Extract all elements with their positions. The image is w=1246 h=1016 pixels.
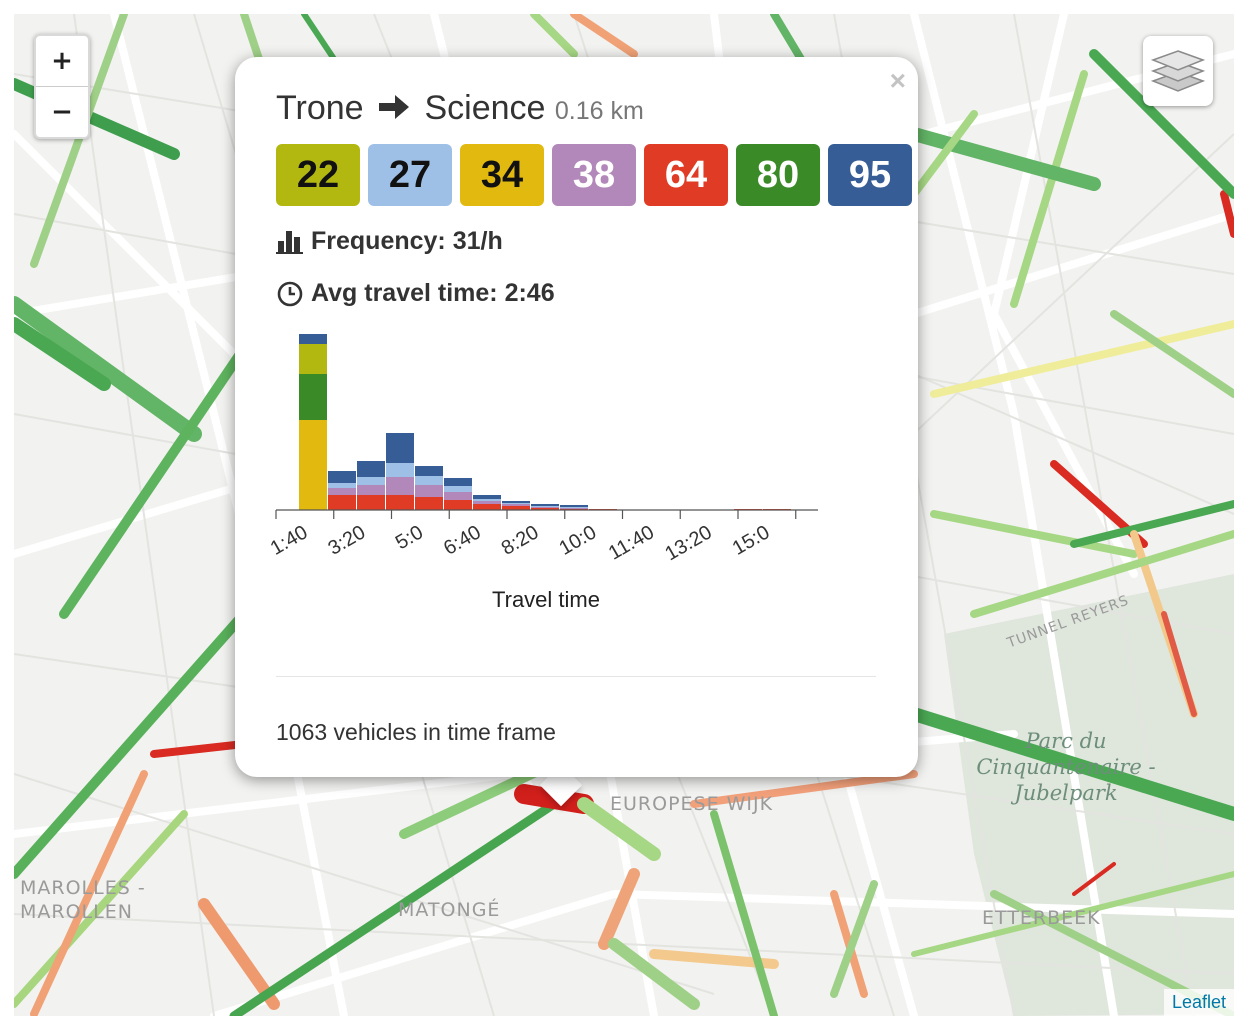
bar-segment-64-5 [444,500,472,510]
park-label: Parc du Cinquantenaire - Jubelpark [976,729,1156,805]
map-label-matonge: MATONGÉ [398,899,501,921]
bar-segment-64-4 [415,497,443,510]
bar-segment-27-4 [415,476,443,485]
frequency-label: Frequency: 31/h [311,227,503,255]
map-label-etterbeek: ETTERBEEK [982,907,1101,929]
bar-segment-95-9 [560,505,588,507]
bar-segment-64-3 [386,495,414,510]
x-tick-label: 10:0 [556,521,601,560]
map-label-european-quarter: EUROPESE WIJK [610,793,774,815]
bar-segment-95-8 [531,504,559,506]
line-badges: 22 27 34 38 64 80 95 [276,144,912,206]
bar-segment-64-1 [328,495,356,510]
bar-segment-38-2 [357,485,385,495]
zoom-out-button[interactable]: − [51,97,73,127]
bar-segment-38-8 [531,507,559,508]
x-tick-label: 8:20 [498,521,543,560]
x-tick-label: 6:40 [440,521,485,560]
popup-title: Trone Science 0.16 km [276,89,644,130]
bar-segment-27-9 [560,507,588,508]
bar-segment-38-5 [444,492,472,500]
bar-segment-27-7 [502,503,530,504]
bar-segment-95-1 [328,471,356,483]
bar-segment-64-2 [357,495,385,510]
bar-segment-27-2 [357,477,385,485]
bar-segment-80-0 [299,374,327,420]
bar-segment-64-8 [531,508,559,510]
avg-travel-time: Avg travel time: 2:46 [276,279,555,308]
line-badge-22[interactable]: 22 [276,144,360,206]
avg-travel-label: Avg travel time: 2:46 [311,279,555,307]
x-tick-label: 1:40 [267,521,312,560]
bar-segment-38-4 [415,485,443,497]
x-axis-label: Travel time [492,587,600,612]
clock-icon [277,281,303,306]
line-badge-95[interactable]: 95 [828,144,912,206]
bar-segment-95-7 [502,501,530,503]
x-tick-label: 5:0 [392,521,427,554]
zoom-control: + − [34,34,90,139]
line-badge-64[interactable]: 64 [644,144,728,206]
line-badge-34[interactable]: 34 [460,144,544,206]
bar-segment-27-6 [473,499,501,501]
bar-segment-27-3 [386,463,414,477]
bar-segment-27-5 [444,486,472,492]
vehicle-count: 1063 vehicles in time frame [276,719,556,745]
bar-segment-38-7 [502,504,530,506]
segment-popup: × Trone Science 0.16 km 22 27 34 38 64 80 95 F… [235,57,918,777]
from-stop: Trone [276,89,364,127]
x-tick-label: 11:40 [605,521,658,564]
bar-segment-64-6 [473,504,501,510]
bar-chart-icon [276,230,303,254]
bar-segment-38-1 [328,488,356,495]
to-stop: Science [424,89,546,127]
attribution-link[interactable]: Leaflet [1163,989,1234,1016]
bar-segment-95-5 [444,478,472,486]
layers-icon [1151,50,1205,92]
bar-segment-38-9 [560,508,588,509]
bar-segment-34-0 [299,420,327,510]
bar-segment-95-0 [299,334,327,344]
arrow-right-icon [377,91,411,130]
bar-segment-95-4 [415,466,443,476]
x-tick-label: 13:20 [661,521,715,565]
zoom-in-button[interactable]: + [36,36,88,87]
bar-segment-95-3 [386,433,414,463]
line-badge-38[interactable]: 38 [552,144,636,206]
travel-time-histogram: 1:40 3:20 5:0 6:40 8:20 10:0 11:40 13:20 15:0 Tra… [267,334,818,612]
x-tick-label: 3:20 [325,521,370,560]
distance: 0.16 km [554,97,644,125]
close-button[interactable]: × [889,65,906,96]
x-tick-label: 15:0 [729,521,774,560]
bar-segment-22-0 [299,344,327,374]
frequency: Frequency: 31/h [276,227,503,256]
bar-segment-38-6 [473,501,501,504]
bar-segment-95-6 [473,495,501,499]
bar-segment-27-8 [531,506,559,507]
layers-button[interactable] [1143,36,1213,106]
bar-segment-27-1 [328,483,356,488]
divider [276,676,876,677]
line-badge-80[interactable]: 80 [736,144,820,206]
bar-segment-38-3 [386,477,414,495]
bar-segment-95-2 [357,461,385,477]
bar-segment-64-7 [502,506,530,510]
map-label-marolles: MAROLLES - MAROLLEN [20,877,146,923]
line-badge-27[interactable]: 27 [368,144,452,206]
